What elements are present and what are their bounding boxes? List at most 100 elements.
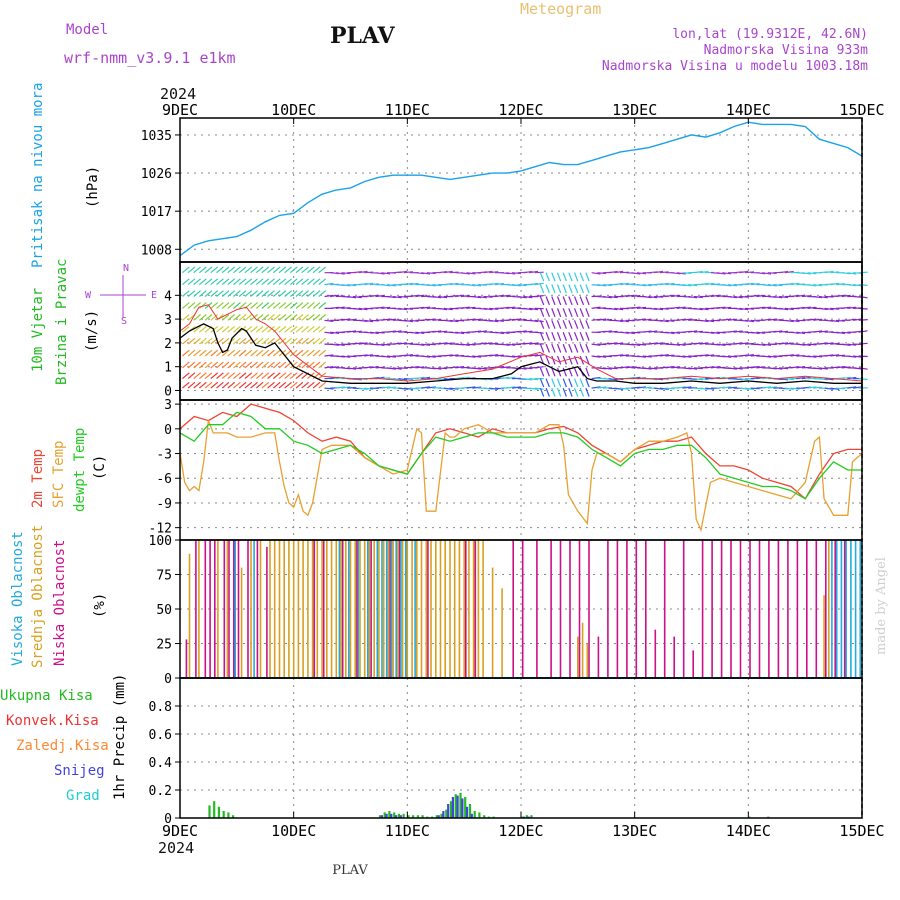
wind-arrow: [443, 354, 453, 357]
wind-arrow: [756, 343, 766, 346]
wind-arrow: [494, 387, 504, 390]
wind-arrow: [750, 354, 760, 357]
wind-arrow: [551, 308, 556, 318]
wind-arrow: [426, 272, 436, 275]
wind-arrow: [199, 381, 207, 389]
wind-arrow: [398, 307, 408, 311]
wind-arrow: [187, 290, 196, 297]
precip-legend-item: Konvek.Kisa: [6, 713, 99, 729]
wind-arrow: [494, 282, 504, 286]
wind-arrow: [830, 271, 840, 274]
wind-arrow: [568, 331, 573, 341]
wind-arrow: [852, 367, 862, 370]
wind-arrow: [449, 282, 459, 286]
precip-total-bar: [383, 812, 386, 818]
precip-snow-bar: [461, 798, 464, 818]
wind-arrow: [335, 272, 345, 275]
wind-arrow: [534, 319, 544, 323]
wind-arrow: [210, 290, 219, 297]
wind-arrow: [358, 307, 368, 311]
wind-arrow: [204, 372, 213, 380]
wind-arrow: [244, 349, 253, 357]
wind-arrow: [403, 387, 413, 390]
wind-arrow: [573, 308, 579, 318]
wind-arrow: [324, 387, 334, 390]
wind-arrow: [568, 355, 573, 365]
wind-arrow: [193, 302, 201, 309]
wind-arrow: [579, 378, 585, 388]
wind-arrow: [801, 376, 811, 380]
wind-arrow: [255, 325, 264, 333]
wind-arrow: [858, 319, 868, 321]
wind-arrow: [347, 330, 357, 333]
wind-arrow: [807, 355, 817, 358]
wind-arrow: [295, 278, 304, 286]
wind-arrow: [818, 378, 828, 381]
wind-arrow: [625, 331, 635, 335]
wind-arrow: [261, 349, 270, 357]
precip-total-bar: [412, 815, 415, 818]
precip-total-bar: [473, 811, 476, 818]
wind-arrow: [472, 355, 482, 358]
wind-arrow: [477, 295, 487, 299]
wind-arrow: [562, 331, 567, 341]
wind-arrow: [835, 294, 845, 298]
wind-arrow: [369, 366, 379, 369]
wind-arrow: [744, 319, 754, 323]
wind-arrow: [642, 386, 652, 389]
wind-arrow: [193, 361, 201, 369]
wind-arrow: [267, 278, 275, 286]
wind-arrow: [790, 319, 800, 323]
wind-arrow: [539, 296, 545, 306]
wind-arrow: [295, 361, 304, 369]
wind-arrow: [272, 361, 281, 369]
wind-arrow: [364, 319, 374, 323]
wind-arrow: [216, 381, 224, 389]
wind-arrow: [307, 337, 315, 345]
wind-arrow: [722, 272, 732, 275]
wind-arrow: [597, 284, 607, 287]
wind-arrow: [573, 320, 579, 329]
wind-arrow: [386, 330, 396, 333]
wind-arrow: [216, 278, 224, 286]
wind-arrow: [671, 306, 681, 309]
wind-arrow: [511, 355, 521, 358]
wind-arrow: [602, 295, 612, 299]
wind-arrow: [477, 367, 487, 370]
wind-arrow: [210, 325, 219, 333]
wind-arrow: [790, 282, 800, 286]
wind-arrow: [619, 282, 629, 286]
wind-arrow: [807, 343, 817, 346]
wind-arrow: [693, 378, 703, 381]
wind-arrow: [539, 367, 545, 377]
wind-arrow: [608, 378, 618, 381]
y-tick-label: -3: [156, 448, 172, 463]
wind-arrow: [591, 386, 601, 389]
wind-arrow: [699, 387, 709, 390]
wind-arrow: [579, 308, 585, 318]
wind-arrow: [631, 343, 641, 346]
wind-arrow: [500, 294, 510, 298]
wind-arrow: [227, 278, 236, 286]
wind-arrow: [608, 307, 618, 311]
wind-arrow: [250, 349, 258, 357]
wind-arrow: [255, 266, 264, 274]
wind-arrow: [318, 302, 327, 309]
wind-arrow: [733, 295, 743, 299]
wind-arrow: [551, 343, 556, 353]
wind-arrow: [295, 349, 304, 357]
wind-arrow: [608, 367, 618, 370]
wind-arrow: [466, 272, 476, 275]
precip-snow-bar: [399, 815, 402, 818]
wind-arrow: [449, 387, 459, 390]
wind-arrow: [301, 381, 309, 389]
wind-arrow: [267, 325, 275, 333]
wind-arrow: [545, 387, 550, 397]
wind-arrow: [261, 337, 270, 345]
wind-arrow: [699, 354, 709, 357]
wind-arrow: [255, 381, 264, 389]
wind-arrow: [556, 367, 562, 377]
wind-arrow: [210, 314, 219, 321]
wind-arrow: [238, 361, 247, 369]
wind-arrow: [449, 354, 459, 357]
